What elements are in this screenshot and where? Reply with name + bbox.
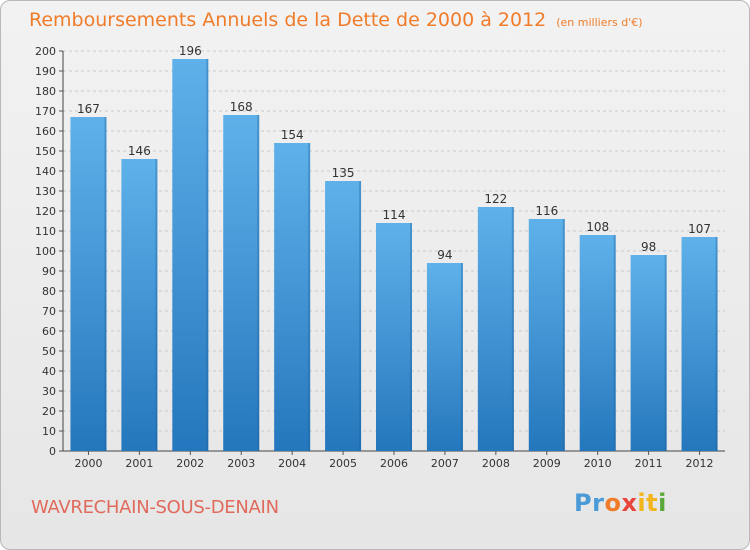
y-tick-label: 150 — [35, 145, 56, 158]
y-tick-label: 80 — [42, 285, 56, 298]
logo-letter: i — [637, 489, 647, 517]
x-tick-label: 2006 — [380, 457, 408, 470]
bar — [426, 263, 463, 451]
bar-shade — [206, 59, 209, 451]
bar-value-label: 146 — [128, 144, 151, 158]
x-tick-label: 2001 — [125, 457, 153, 470]
x-tick-label: 2007 — [431, 457, 459, 470]
bar — [528, 219, 565, 451]
bar — [681, 237, 718, 451]
bar-shade — [511, 207, 514, 451]
bar-value-label: 114 — [383, 208, 406, 222]
x-tick-label: 2009 — [533, 457, 561, 470]
bar — [579, 235, 616, 451]
y-tick-label: 50 — [42, 345, 56, 358]
x-tick-label: 2005 — [329, 457, 357, 470]
bar — [274, 143, 311, 451]
x-tick-label: 2012 — [686, 457, 714, 470]
y-tick-label: 40 — [42, 365, 56, 378]
bar-value-label: 107 — [688, 222, 711, 236]
bar-value-label: 122 — [484, 192, 507, 206]
bar-value-label: 98 — [641, 240, 656, 254]
y-tick-label: 110 — [35, 225, 56, 238]
bar-shade — [359, 181, 362, 451]
y-tick-label: 30 — [42, 385, 56, 398]
x-tick-label: 2004 — [278, 457, 306, 470]
logo-letter: t — [646, 489, 659, 517]
y-tick-label: 20 — [42, 405, 56, 418]
chart-title: Remboursements Annuels de la Dette de 20… — [29, 9, 643, 31]
y-tick-label: 100 — [35, 245, 56, 258]
bars — [70, 59, 718, 451]
axes: 0 10 20 30 40 50 60 70 80 90 100 110 120 130 140 150 160… — [35, 45, 725, 458]
chart-title-text: Remboursements Annuels de la Dette de 20… — [29, 9, 547, 31]
bar-shade — [664, 255, 667, 451]
chart-subtitle: (en milliers d'€) — [556, 16, 643, 29]
bar-value-label: 94 — [437, 248, 452, 262]
bar-value-label: 135 — [332, 166, 355, 180]
bar — [70, 117, 107, 451]
x-tick-label: 2010 — [584, 457, 612, 470]
bar-shade — [715, 237, 718, 451]
bar — [477, 207, 514, 451]
value-labels: 167 2000 146 2001 196 2002 168 2003 154 2004 135 20… — [74, 44, 713, 470]
bar-value-label: 108 — [586, 220, 609, 234]
bar — [121, 159, 158, 451]
bar-shade — [257, 115, 260, 451]
bar-shade — [562, 219, 565, 451]
y-tick-label: 70 — [42, 305, 56, 318]
y-tick-label: 170 — [35, 105, 56, 118]
x-tick-label: 2008 — [482, 457, 510, 470]
x-tick-label: 2002 — [176, 457, 204, 470]
bar-value-label: 167 — [77, 102, 100, 116]
bar-shade — [155, 159, 158, 451]
bar-value-label: 116 — [535, 204, 558, 218]
bar-value-label: 196 — [179, 44, 202, 58]
y-tick-label: 60 — [42, 325, 56, 338]
x-tick-label: 2003 — [227, 457, 255, 470]
bar-value-label: 168 — [230, 100, 253, 114]
y-tick-label: 10 — [42, 425, 56, 438]
place-name: WAVRECHAIN-SOUS-DENAIN — [31, 497, 279, 518]
y-tick-label: 90 — [42, 265, 56, 278]
x-tick-label: 2000 — [74, 457, 102, 470]
bar-shade — [308, 143, 311, 451]
y-tick-label: 190 — [35, 65, 56, 78]
y-tick-label: 0 — [49, 445, 56, 458]
logo-letter: P — [574, 489, 593, 517]
logo-letter: i — [658, 489, 667, 517]
bar-shade — [410, 223, 412, 451]
y-tick-label: 180 — [35, 85, 56, 98]
x-tick-label: 2011 — [635, 457, 663, 470]
bar — [376, 223, 412, 451]
logo-letter: o — [604, 489, 622, 517]
bar — [223, 115, 260, 451]
y-tick-label: 160 — [35, 125, 56, 138]
bar — [172, 59, 209, 451]
y-tick-label: 130 — [35, 185, 56, 198]
bar — [325, 181, 362, 451]
logo-letter: r — [592, 489, 605, 517]
bar-shade — [104, 117, 107, 451]
logo-letter: x — [621, 489, 638, 517]
bar — [630, 255, 667, 451]
y-tick-label: 200 — [35, 45, 56, 58]
bar-shade — [460, 263, 463, 451]
bar-shade — [613, 235, 616, 451]
y-tick-label: 140 — [35, 165, 56, 178]
proxiti-logo: Proxiti — [574, 489, 667, 517]
bar-value-label: 154 — [281, 128, 304, 142]
y-tick-label: 120 — [35, 205, 56, 218]
